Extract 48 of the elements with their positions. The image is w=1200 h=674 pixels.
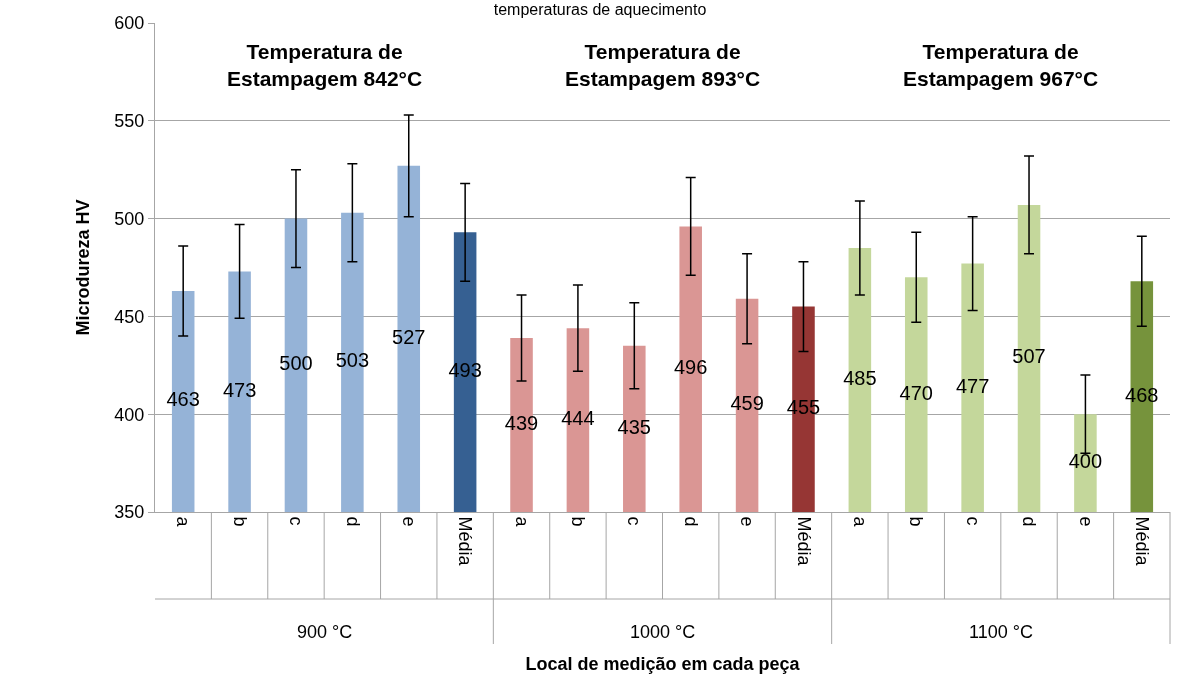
x-tick-label: d <box>342 516 363 527</box>
data-label: 463 <box>166 388 200 411</box>
data-label: 507 <box>1012 345 1046 368</box>
data-label: 527 <box>392 325 426 348</box>
y-tick-label: 500 <box>114 208 145 229</box>
x-tick-label: a <box>511 516 532 528</box>
x-tick-label: d <box>1019 516 1040 527</box>
data-label: 459 <box>730 392 764 415</box>
x-tick-label: c <box>286 516 307 526</box>
data-label: 439 <box>504 411 539 434</box>
text: 900 °C <box>297 622 353 642</box>
annotation: Temperatura de Estampagem 967°C <box>903 40 1099 91</box>
data-label: 473 <box>222 378 257 401</box>
data-label: 496 <box>674 356 708 379</box>
annotation: Temperatura de Estampagem 893°C <box>565 40 761 91</box>
x-tick-label: a <box>850 516 871 528</box>
x-axis-title: Local de medição em cada peça <box>525 654 801 674</box>
y-axis-title: Microdureza HV <box>72 199 93 336</box>
data-label: 470 <box>899 381 933 404</box>
y-tick-label: 600 <box>114 13 145 34</box>
chart-title: temperaturas de aquecimento <box>493 0 707 18</box>
y-tick-label: 550 <box>114 111 145 132</box>
data-label: 400 <box>1068 450 1103 473</box>
x-tick-label: e <box>398 516 419 527</box>
x-tick-label: a <box>173 516 194 528</box>
x-tick-label: Média <box>455 516 476 567</box>
y-tick-label: 400 <box>114 404 145 425</box>
annotation: Temperatura de Estampagem 842°C <box>227 40 423 91</box>
x-tick-label: Média <box>1131 516 1152 567</box>
data-label: 435 <box>617 415 651 438</box>
x-tick-label: c <box>624 516 645 526</box>
x-tick-label: e <box>737 516 758 527</box>
y-tick-label: 450 <box>114 306 145 327</box>
data-label: 500 <box>279 352 313 375</box>
data-label: 444 <box>561 407 595 430</box>
x-tick-label: b <box>906 516 927 527</box>
text: 1100 °C <box>969 622 1033 642</box>
x-tick-label: b <box>229 516 250 527</box>
y-tick-label: 350 <box>114 502 145 523</box>
data-label: 477 <box>955 374 990 397</box>
x-tick-label: c <box>962 516 983 526</box>
x-tick-label: e <box>1075 516 1096 527</box>
data-label: 485 <box>843 366 877 389</box>
text: 1000 °C <box>630 622 696 642</box>
data-label: 503 <box>335 349 370 372</box>
x-tick-label: Média <box>793 516 814 567</box>
x-tick-label: b <box>568 516 589 527</box>
x-tick-label: d <box>680 516 701 527</box>
